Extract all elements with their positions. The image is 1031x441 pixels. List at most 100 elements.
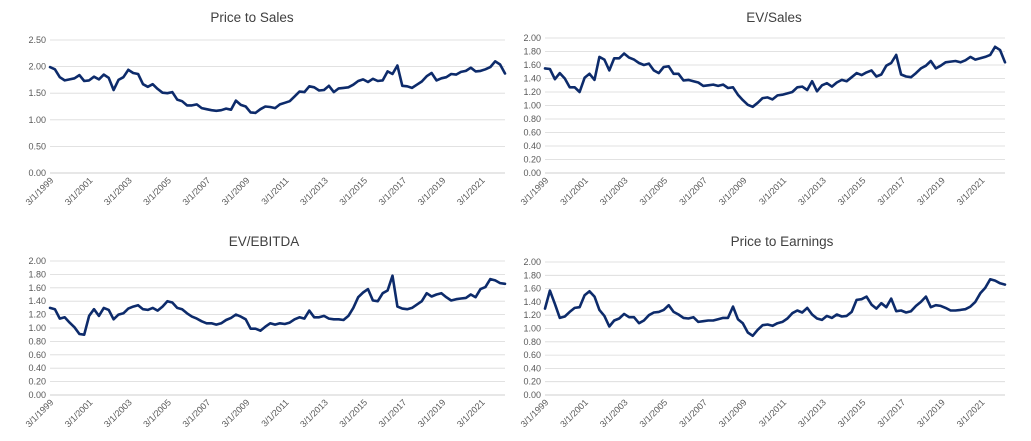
x-tick-label: 3/1/2021 bbox=[955, 175, 987, 207]
y-tick-label: 2.00 bbox=[523, 33, 541, 43]
x-tick-label: 3/1/2005 bbox=[141, 175, 173, 207]
x-tick-label: 3/1/2001 bbox=[558, 175, 590, 207]
x-tick-label: 3/1/2005 bbox=[141, 397, 173, 429]
x-tick-label: 3/1/2005 bbox=[638, 175, 670, 207]
y-tick-label: 1.20 bbox=[523, 87, 541, 97]
x-tick-label: 3/1/2001 bbox=[558, 397, 590, 429]
ev-ebitda-chart: EV/EBITDA 0.00 0.20 0.40 0.60 0.80 1.00 1.20 1.4… bbox=[24, 234, 507, 429]
x-tick-label: 3/1/2007 bbox=[180, 175, 212, 207]
x-tick-label: 3/1/2001 bbox=[63, 175, 95, 207]
ev-sales-chart: EV/Sales 0.00 0.20 0.40 0.60 0.80 1.00 1.20 1.40… bbox=[519, 10, 1007, 207]
x-tick-label: 3/1/2003 bbox=[102, 397, 134, 429]
x-tick-label: 3/1/2009 bbox=[220, 397, 252, 429]
y-tick-label: 2.00 bbox=[28, 62, 46, 72]
price-to-sales-series-line bbox=[48, 59, 507, 115]
y-tick-label: 0.00 bbox=[28, 390, 46, 400]
x-tick-label: 3/1/2013 bbox=[796, 175, 828, 207]
ev-ebitda-series-line bbox=[48, 274, 507, 337]
ev-sales-title: EV/Sales bbox=[746, 10, 802, 25]
price-to-earnings-chart: Price to Earnings 0.00 0.20 0.40 0.60 0.80 1.0… bbox=[519, 234, 1007, 429]
y-tick-label: 0.80 bbox=[523, 337, 541, 347]
x-tick-label: 3/1/2017 bbox=[875, 397, 907, 429]
y-tick-label: 0.40 bbox=[523, 363, 541, 373]
x-tick-label: 3/1/2017 bbox=[377, 397, 409, 429]
x-tick-label: 3/1/1999 bbox=[519, 175, 551, 207]
y-tick-label: 0.40 bbox=[28, 363, 46, 373]
x-tick-label: 3/1/2015 bbox=[337, 397, 369, 429]
x-tick-label: 3/1/2019 bbox=[416, 397, 448, 429]
y-tick-label: 0.60 bbox=[28, 350, 46, 360]
y-tick-label: 0.20 bbox=[28, 377, 46, 387]
ev-ebitda-title: EV/EBITDA bbox=[229, 234, 300, 249]
y-tick-label: 1.60 bbox=[523, 284, 541, 294]
y-tick-label: 0.80 bbox=[523, 114, 541, 124]
y-tick-label: 1.50 bbox=[28, 88, 46, 98]
x-tick-label: 3/1/2013 bbox=[298, 397, 330, 429]
ev-sales-series-line bbox=[543, 45, 1007, 109]
x-tick-label: 3/1/2019 bbox=[915, 175, 947, 207]
y-tick-label: 2.00 bbox=[523, 257, 541, 267]
y-tick-label: 1.40 bbox=[523, 74, 541, 84]
x-tick-label: 3/1/2015 bbox=[337, 175, 369, 207]
price-to-earnings-title: Price to Earnings bbox=[731, 234, 834, 249]
y-tick-label: 1.60 bbox=[28, 283, 46, 293]
x-tick-label: 3/1/2019 bbox=[416, 175, 448, 207]
x-tick-label: 3/1/2009 bbox=[220, 175, 252, 207]
price-to-sales-title: Price to Sales bbox=[210, 10, 294, 25]
y-tick-label: 0.40 bbox=[523, 141, 541, 151]
y-tick-label: 2.00 bbox=[28, 256, 46, 266]
x-tick-label: 3/1/2013 bbox=[298, 175, 330, 207]
y-tick-label: 1.00 bbox=[523, 101, 541, 111]
x-tick-label: 3/1/2005 bbox=[638, 397, 670, 429]
y-tick-label: 1.40 bbox=[523, 297, 541, 307]
x-tick-label: 3/1/2021 bbox=[955, 397, 987, 429]
y-tick-label: 1.80 bbox=[523, 270, 541, 280]
x-tick-label: 3/1/1999 bbox=[519, 397, 551, 429]
x-tick-label: 3/1/2011 bbox=[259, 397, 290, 428]
x-tick-label: 3/1/2001 bbox=[63, 397, 95, 429]
x-tick-label: 3/1/2021 bbox=[455, 175, 487, 207]
y-tick-label: 1.00 bbox=[523, 324, 541, 334]
y-tick-label: 1.20 bbox=[523, 310, 541, 320]
x-tick-label: 3/1/2013 bbox=[796, 397, 828, 429]
x-tick-label: 3/1/2009 bbox=[717, 175, 749, 207]
x-tick-label: 3/1/2003 bbox=[598, 175, 630, 207]
x-tick-label: 3/1/2007 bbox=[180, 397, 212, 429]
x-tick-label: 3/1/2003 bbox=[598, 397, 630, 429]
x-tick-label: 3/1/1999 bbox=[24, 175, 56, 207]
y-tick-label: 1.80 bbox=[523, 47, 541, 57]
x-tick-label: 3/1/2003 bbox=[102, 175, 134, 207]
y-tick-label: 1.00 bbox=[28, 323, 46, 333]
y-tick-label: 2.50 bbox=[28, 35, 46, 45]
y-tick-label: 0.60 bbox=[523, 128, 541, 138]
y-tick-label: 0.00 bbox=[523, 168, 541, 178]
y-tick-label: 0.00 bbox=[28, 168, 46, 178]
x-tick-label: 3/1/2007 bbox=[677, 175, 709, 207]
y-tick-label: 0.00 bbox=[523, 390, 541, 400]
x-tick-label: 3/1/2015 bbox=[836, 397, 868, 429]
y-tick-label: 1.20 bbox=[28, 310, 46, 320]
x-tick-label: 3/1/2009 bbox=[717, 397, 749, 429]
x-tick-label: 3/1/2007 bbox=[677, 397, 709, 429]
y-tick-label: 1.60 bbox=[523, 60, 541, 70]
y-tick-label: 0.20 bbox=[523, 377, 541, 387]
x-tick-label: 3/1/2017 bbox=[875, 175, 907, 207]
y-tick-label: 1.40 bbox=[28, 296, 46, 306]
x-tick-label: 3/1/2011 bbox=[757, 397, 788, 428]
x-tick-label: 3/1/2017 bbox=[377, 175, 409, 207]
x-tick-label: 3/1/2015 bbox=[836, 175, 868, 207]
y-tick-label: 1.00 bbox=[28, 115, 46, 125]
y-tick-label: 0.60 bbox=[523, 350, 541, 360]
x-tick-label: 3/1/2019 bbox=[915, 397, 947, 429]
x-tick-label: 3/1/2021 bbox=[455, 397, 487, 429]
price-to-sales-chart: Price to Sales 0.00 0.50 1.00 1.50 2.00 2.50 3/… bbox=[24, 10, 507, 207]
y-tick-label: 0.80 bbox=[28, 336, 46, 346]
y-tick-label: 0.20 bbox=[523, 155, 541, 165]
x-tick-label: 3/1/2011 bbox=[259, 175, 290, 206]
price-to-earnings-series-line bbox=[543, 277, 1007, 338]
x-tick-label: 3/1/1999 bbox=[24, 397, 56, 429]
y-tick-label: 1.80 bbox=[28, 269, 46, 279]
x-tick-label: 3/1/2011 bbox=[757, 175, 788, 206]
y-tick-label: 0.50 bbox=[28, 141, 46, 151]
